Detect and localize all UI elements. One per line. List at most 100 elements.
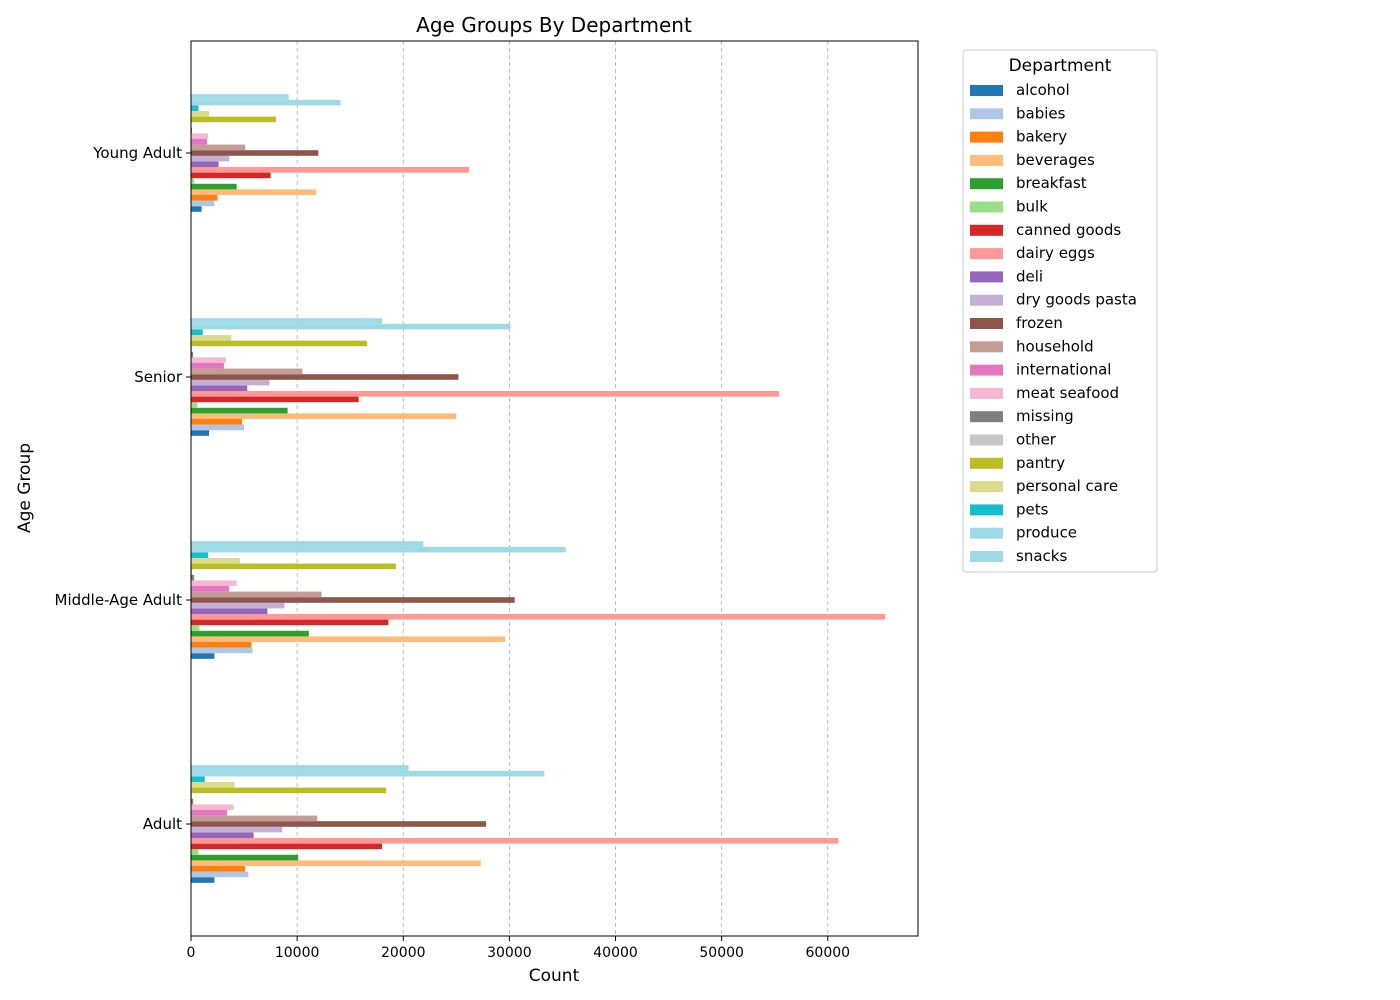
bar-meat-seafood-senior — [191, 357, 227, 363]
bar-snacks-young-adult — [191, 94, 289, 100]
legend-label: pantry — [1016, 454, 1065, 472]
legend-label: alcohol — [1016, 81, 1070, 99]
bar-international-middle-age-adult — [191, 586, 230, 592]
bar-canned-goods-senior — [191, 396, 359, 403]
legend-label: household — [1016, 337, 1094, 355]
legend-swatch — [970, 201, 1003, 213]
legend-label: bakery — [1016, 128, 1067, 146]
bar-snacks-middle-age-adult — [191, 541, 424, 547]
bar-international-young-adult — [191, 139, 207, 145]
x-tick-label: 10000 — [275, 945, 320, 961]
bar-pantry-young-adult — [191, 116, 276, 123]
legend-swatch — [970, 504, 1003, 516]
legend-swatch — [970, 527, 1003, 539]
legend-label: babies — [1016, 104, 1066, 122]
bar-dry-goods-pasta-senior — [191, 379, 270, 386]
legend-label: other — [1016, 431, 1057, 449]
y-tick-label: Young Adult — [92, 144, 182, 162]
y-axis: Adult Middle-Age Adult Senior Young Adult — [55, 144, 191, 833]
bar-dry-goods-pasta-middle-age-adult — [191, 602, 285, 609]
bar-frozen-adult — [191, 821, 487, 827]
bar-bakery-middle-age-adult — [191, 642, 252, 648]
bar-other-middle-age-adult — [191, 569, 193, 575]
x-tick-label: 50000 — [699, 945, 744, 961]
bar-pets-adult — [191, 776, 205, 782]
legend-label: canned goods — [1016, 221, 1121, 239]
bar-personal-care-young-adult — [191, 111, 210, 117]
x-tick-label: 0 — [187, 945, 196, 961]
legend-label: meat seafood — [1016, 384, 1119, 402]
legend-swatch — [970, 481, 1003, 493]
bar-canned-goods-middle-age-adult — [191, 619, 389, 626]
legend-label: dry goods pasta — [1016, 291, 1137, 309]
legend-swatch — [970, 434, 1003, 446]
bar-babies-adult — [191, 871, 249, 878]
legend-title: Department — [1009, 56, 1112, 76]
bar-deli-senior — [191, 385, 248, 391]
bar-produce-senior — [191, 323, 511, 330]
legend-label: beverages — [1016, 151, 1095, 169]
x-axis: 0 10000 20000 30000 40000 50000 60000 — [187, 936, 850, 961]
bar-meat-seafood-adult — [191, 804, 234, 810]
x-axis-label: Count — [529, 966, 580, 986]
bar-dairy-eggs-adult — [191, 838, 839, 844]
bar-breakfast-senior — [191, 407, 288, 414]
legend-swatch — [970, 224, 1003, 236]
legend-label: deli — [1016, 267, 1043, 285]
bar-missing-senior — [191, 351, 194, 358]
bar-breakfast-adult — [191, 854, 299, 861]
legend-label: bulk — [1016, 198, 1048, 216]
bar-other-adult — [191, 793, 193, 799]
bar-missing-middle-age-adult — [191, 574, 195, 581]
bars — [191, 94, 886, 883]
bar-bakery-senior — [191, 419, 242, 425]
bar-bakery-adult — [191, 866, 246, 872]
bar-missing-adult — [191, 798, 194, 805]
bar-dairy-eggs-senior — [191, 391, 779, 397]
bar-international-senior — [191, 363, 224, 369]
legend-swatch — [970, 318, 1003, 329]
bar-meat-seafood-young-adult — [191, 133, 208, 139]
legend-label: dairy eggs — [1016, 244, 1095, 262]
bar-bulk-senior — [191, 402, 198, 408]
legend-frame — [962, 49, 1158, 573]
legend-swatch — [970, 294, 1003, 306]
bar-canned-goods-adult — [191, 843, 383, 850]
x-tick-label: 30000 — [487, 945, 532, 961]
y-tick-label: Middle-Age Adult — [55, 591, 183, 609]
legend-swatch — [970, 108, 1003, 120]
bar-frozen-senior — [191, 374, 459, 380]
legend-swatch — [970, 551, 1003, 562]
bar-other-senior — [191, 346, 193, 352]
bar-snacks-senior — [191, 318, 383, 324]
legend-swatch — [970, 411, 1003, 423]
bar-dairy-eggs-middle-age-adult — [191, 614, 886, 620]
bar-personal-care-senior — [191, 335, 232, 341]
legend-label: pets — [1016, 500, 1049, 518]
bar-beverages-senior — [191, 413, 457, 419]
bar-alcohol-young-adult — [191, 206, 202, 212]
bar-breakfast-middle-age-adult — [191, 630, 309, 637]
legend-swatch — [970, 457, 1003, 469]
bar-alcohol-senior — [191, 430, 210, 436]
bar-alcohol-adult — [191, 877, 215, 883]
bar-personal-care-middle-age-adult — [191, 558, 240, 564]
legend-swatch — [970, 85, 1003, 96]
legend-swatch — [970, 248, 1003, 260]
legend-label: snacks — [1016, 547, 1067, 565]
bar-alcohol-middle-age-adult — [191, 653, 215, 659]
bar-meat-seafood-middle-age-adult — [191, 580, 237, 586]
y-tick-label: Adult — [143, 815, 182, 833]
bar-produce-middle-age-adult — [191, 546, 566, 553]
bar-household-adult — [191, 815, 318, 822]
bar-household-middle-age-adult — [191, 591, 322, 598]
y-axis-label: Age Group — [15, 443, 35, 533]
legend-swatch — [970, 341, 1003, 353]
bar-bulk-middle-age-adult — [191, 625, 200, 631]
bar-deli-middle-age-adult — [191, 608, 268, 614]
legend-label: personal care — [1016, 477, 1118, 495]
bar-frozen-middle-age-adult — [191, 597, 515, 603]
legend-swatch — [970, 271, 1003, 283]
bar-canned-goods-young-adult — [191, 172, 271, 179]
